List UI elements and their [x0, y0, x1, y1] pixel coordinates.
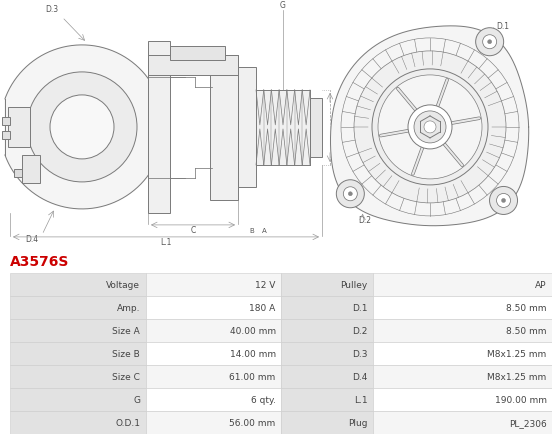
Text: D.4: D.4 — [25, 234, 39, 244]
FancyBboxPatch shape — [281, 411, 374, 434]
FancyBboxPatch shape — [10, 365, 146, 388]
Text: B: B — [250, 227, 254, 233]
FancyBboxPatch shape — [256, 91, 310, 166]
Circle shape — [488, 41, 492, 45]
Circle shape — [337, 180, 365, 208]
Text: 6 qty.: 6 qty. — [251, 395, 276, 404]
FancyBboxPatch shape — [374, 411, 552, 434]
Text: Size A: Size A — [113, 326, 140, 336]
Text: 190.00 mm: 190.00 mm — [494, 395, 547, 404]
Circle shape — [408, 106, 452, 149]
Text: AP: AP — [535, 281, 547, 290]
Text: 8.50 mm: 8.50 mm — [506, 326, 547, 336]
FancyBboxPatch shape — [10, 274, 146, 297]
Circle shape — [50, 95, 114, 159]
Text: Size B: Size B — [113, 349, 140, 358]
Circle shape — [354, 52, 506, 203]
Polygon shape — [5, 46, 164, 209]
FancyBboxPatch shape — [146, 388, 281, 411]
Text: D.1: D.1 — [496, 22, 509, 32]
Text: D.3: D.3 — [352, 349, 368, 358]
Text: Size C: Size C — [113, 372, 140, 381]
FancyBboxPatch shape — [374, 274, 552, 297]
FancyBboxPatch shape — [238, 68, 256, 187]
FancyBboxPatch shape — [170, 47, 225, 61]
FancyBboxPatch shape — [2, 131, 10, 140]
Circle shape — [372, 70, 488, 185]
FancyBboxPatch shape — [148, 56, 238, 76]
FancyBboxPatch shape — [374, 319, 552, 342]
Text: C: C — [190, 226, 195, 234]
Text: 40.00 mm: 40.00 mm — [230, 326, 276, 336]
Text: O.D.1: O.D.1 — [115, 418, 140, 427]
FancyBboxPatch shape — [146, 319, 281, 342]
FancyBboxPatch shape — [374, 342, 552, 365]
Text: 180 A: 180 A — [249, 304, 276, 312]
Text: A3576S: A3576S — [10, 255, 69, 268]
FancyBboxPatch shape — [10, 297, 146, 319]
FancyBboxPatch shape — [146, 297, 281, 319]
Text: Pulley: Pulley — [340, 281, 368, 290]
Polygon shape — [330, 27, 529, 226]
Text: G: G — [133, 395, 140, 404]
FancyBboxPatch shape — [281, 297, 374, 319]
Text: Amp.: Amp. — [116, 304, 140, 312]
Text: L.1: L.1 — [354, 395, 368, 404]
FancyBboxPatch shape — [10, 411, 146, 434]
Text: L.1: L.1 — [160, 237, 172, 246]
Text: PL_2306: PL_2306 — [509, 418, 547, 427]
Circle shape — [497, 194, 511, 208]
Circle shape — [489, 187, 517, 215]
Text: 12 V: 12 V — [255, 281, 276, 290]
Text: A: A — [262, 227, 267, 233]
Circle shape — [378, 76, 482, 180]
FancyBboxPatch shape — [281, 388, 374, 411]
Text: 8.50 mm: 8.50 mm — [506, 304, 547, 312]
FancyBboxPatch shape — [146, 411, 281, 434]
Text: 61.00 mm: 61.00 mm — [230, 372, 276, 381]
FancyBboxPatch shape — [14, 170, 22, 177]
FancyBboxPatch shape — [281, 365, 374, 388]
FancyBboxPatch shape — [374, 388, 552, 411]
Text: M8x1.25 mm: M8x1.25 mm — [488, 372, 547, 381]
FancyBboxPatch shape — [148, 42, 170, 213]
Circle shape — [502, 199, 506, 203]
Text: Voltage: Voltage — [106, 281, 140, 290]
FancyBboxPatch shape — [281, 342, 374, 365]
FancyBboxPatch shape — [8, 108, 30, 148]
Circle shape — [414, 112, 446, 144]
Text: D.2: D.2 — [352, 326, 368, 336]
Circle shape — [483, 35, 497, 49]
FancyBboxPatch shape — [10, 342, 146, 365]
FancyBboxPatch shape — [281, 274, 374, 297]
FancyBboxPatch shape — [310, 99, 322, 158]
Circle shape — [27, 73, 137, 183]
FancyBboxPatch shape — [10, 319, 146, 342]
Text: M8x1.25 mm: M8x1.25 mm — [488, 349, 547, 358]
Circle shape — [475, 28, 503, 57]
FancyBboxPatch shape — [146, 274, 281, 297]
Text: 14.00 mm: 14.00 mm — [230, 349, 276, 358]
FancyBboxPatch shape — [146, 342, 281, 365]
FancyBboxPatch shape — [146, 365, 281, 388]
Text: O.D.1: O.D.1 — [334, 123, 355, 132]
FancyBboxPatch shape — [22, 155, 40, 184]
FancyBboxPatch shape — [210, 56, 238, 201]
Text: 56.00 mm: 56.00 mm — [230, 418, 276, 427]
FancyBboxPatch shape — [10, 388, 146, 411]
Circle shape — [343, 187, 357, 201]
Text: Plug: Plug — [348, 418, 368, 427]
Text: G: G — [280, 1, 286, 10]
FancyBboxPatch shape — [374, 297, 552, 319]
Circle shape — [348, 192, 352, 196]
FancyBboxPatch shape — [2, 118, 10, 126]
FancyBboxPatch shape — [281, 319, 374, 342]
Text: D.4: D.4 — [352, 372, 368, 381]
Circle shape — [424, 122, 436, 134]
FancyBboxPatch shape — [374, 365, 552, 388]
Text: D.3: D.3 — [45, 5, 59, 14]
Text: D.2: D.2 — [358, 215, 372, 224]
Text: D.1: D.1 — [352, 304, 368, 312]
